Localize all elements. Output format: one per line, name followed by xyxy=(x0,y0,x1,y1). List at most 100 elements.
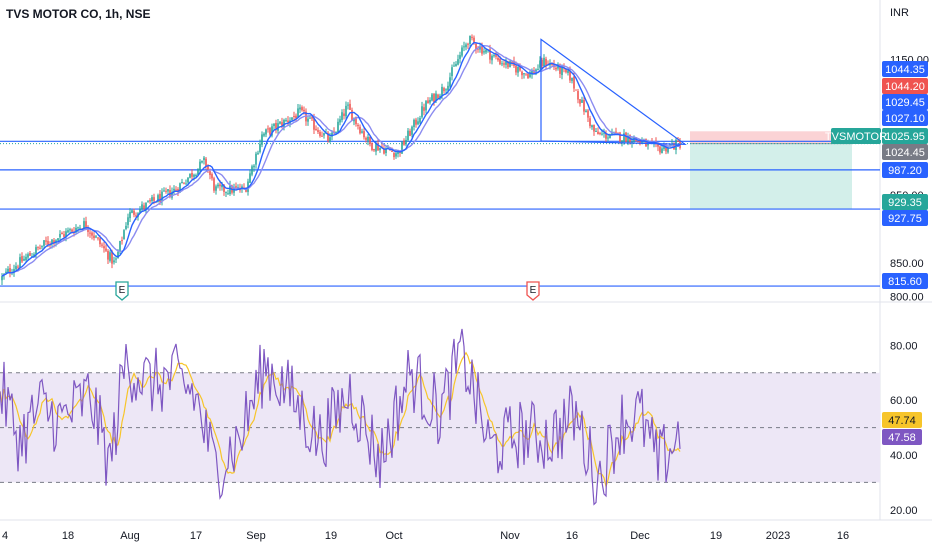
candle[interactable] xyxy=(495,51,497,60)
candle[interactable] xyxy=(465,42,467,51)
candle[interactable] xyxy=(271,123,273,138)
candle[interactable] xyxy=(461,45,463,58)
price-tag[interactable]: 1029.45 xyxy=(882,94,928,110)
candle[interactable] xyxy=(369,136,371,147)
candle[interactable] xyxy=(571,77,573,84)
candle[interactable] xyxy=(91,231,93,240)
candle[interactable] xyxy=(419,115,421,124)
candle[interactable] xyxy=(523,72,525,79)
candle[interactable] xyxy=(185,179,187,185)
candle[interactable] xyxy=(121,236,123,245)
candle[interactable] xyxy=(451,64,453,81)
candle[interactable] xyxy=(411,125,413,138)
candle[interactable] xyxy=(211,172,213,181)
candle[interactable] xyxy=(249,169,251,183)
candle[interactable] xyxy=(315,125,317,131)
profit-zone[interactable] xyxy=(690,143,852,210)
candle[interactable] xyxy=(127,213,129,229)
candle[interactable] xyxy=(105,244,107,252)
candle[interactable] xyxy=(285,117,287,123)
candle[interactable] xyxy=(131,209,133,214)
candle[interactable] xyxy=(527,73,529,79)
symbol-tag[interactable]: TVSMOTOR xyxy=(825,128,887,144)
candle[interactable] xyxy=(471,34,473,41)
candle[interactable] xyxy=(417,117,419,126)
candle[interactable] xyxy=(21,252,23,263)
candle[interactable] xyxy=(173,185,175,195)
candle[interactable] xyxy=(319,129,321,138)
candle[interactable] xyxy=(421,101,423,119)
candle[interactable] xyxy=(393,152,395,160)
candle[interactable] xyxy=(279,120,281,125)
candle[interactable] xyxy=(297,104,299,118)
candle[interactable] xyxy=(265,128,267,138)
candle[interactable] xyxy=(129,208,131,223)
candle[interactable] xyxy=(479,42,481,53)
candle[interactable] xyxy=(449,72,451,91)
candle[interactable] xyxy=(39,244,41,250)
rsi-value-tag[interactable]: 47.74 xyxy=(882,412,922,428)
candle[interactable] xyxy=(89,229,91,238)
triangle-pattern[interactable] xyxy=(540,38,687,145)
earnings-marker-past[interactable]: E xyxy=(115,281,129,301)
candle[interactable] xyxy=(501,60,503,67)
candle[interactable] xyxy=(603,128,605,138)
candle[interactable] xyxy=(455,61,457,67)
candle[interactable] xyxy=(407,128,409,142)
price-tag[interactable]: 1025.95 xyxy=(882,128,928,144)
candle[interactable] xyxy=(323,132,325,139)
candle[interactable] xyxy=(443,86,445,94)
price-tag[interactable]: 1044.20 xyxy=(882,78,928,94)
candle[interactable] xyxy=(215,184,217,195)
candle[interactable] xyxy=(365,136,367,143)
candle[interactable] xyxy=(595,128,597,133)
candle[interactable] xyxy=(579,99,581,107)
candle[interactable] xyxy=(197,168,199,176)
candle[interactable] xyxy=(607,134,609,142)
candle[interactable] xyxy=(637,140,639,143)
candle[interactable] xyxy=(429,97,431,105)
candle[interactable] xyxy=(591,124,593,130)
candle[interactable] xyxy=(329,132,331,143)
candle[interactable] xyxy=(349,99,351,111)
candle[interactable] xyxy=(341,109,343,123)
rsi-value-tag[interactable]: 47.58 xyxy=(882,429,922,445)
candle[interactable] xyxy=(357,123,359,130)
candle[interactable] xyxy=(567,69,569,76)
candle[interactable] xyxy=(263,132,265,138)
candle[interactable] xyxy=(119,240,121,255)
candle[interactable] xyxy=(93,232,95,241)
candle[interactable] xyxy=(45,236,47,245)
candle[interactable] xyxy=(521,70,523,80)
candle[interactable] xyxy=(35,244,37,259)
candle[interactable] xyxy=(115,257,117,264)
candle[interactable] xyxy=(347,102,349,110)
candle[interactable] xyxy=(133,208,135,218)
candle[interactable] xyxy=(261,131,263,148)
candle[interactable] xyxy=(37,246,39,251)
candle[interactable] xyxy=(339,115,341,126)
candle[interactable] xyxy=(161,188,163,206)
candle[interactable] xyxy=(415,117,417,128)
candle[interactable] xyxy=(109,250,111,263)
price-tags-layer[interactable]: 1044.35 1044.20 1029.45 1027.10 1025.95 1024.… xyxy=(825,61,928,445)
candle[interactable] xyxy=(273,122,275,131)
candle[interactable] xyxy=(425,100,427,114)
candle[interactable] xyxy=(359,124,361,135)
candle[interactable] xyxy=(327,131,329,143)
candle[interactable] xyxy=(537,64,539,71)
candle[interactable] xyxy=(1,273,3,285)
candle[interactable] xyxy=(139,206,141,214)
candle[interactable] xyxy=(539,56,541,70)
candle[interactable] xyxy=(317,127,319,135)
candle[interactable] xyxy=(599,131,601,136)
price-tag[interactable]: 1024.45 xyxy=(882,144,928,160)
candle[interactable] xyxy=(345,101,347,121)
candle[interactable] xyxy=(149,198,151,204)
candle[interactable] xyxy=(427,97,429,104)
candle[interactable] xyxy=(61,231,63,235)
candle[interactable] xyxy=(213,176,215,193)
candle[interactable] xyxy=(141,201,143,212)
candle[interactable] xyxy=(409,128,411,137)
